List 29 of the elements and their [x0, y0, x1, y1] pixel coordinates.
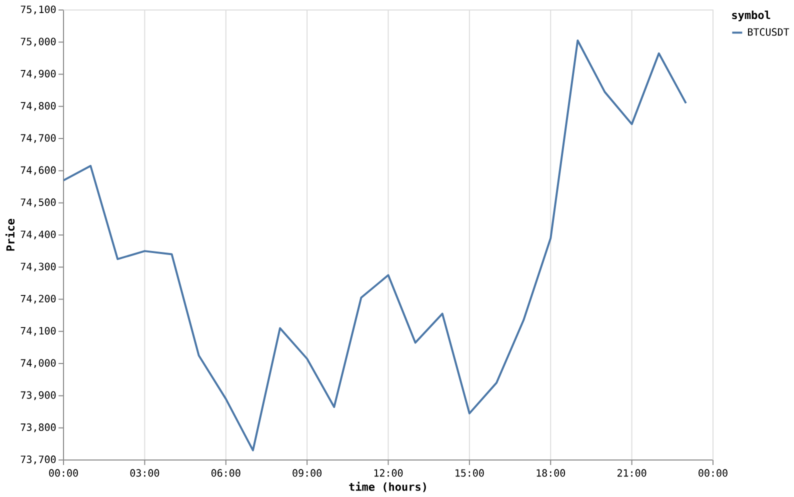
x-tick-label: 06:00 — [211, 469, 240, 477]
y-tick-label: 73,800 — [20, 423, 56, 432]
line-series — [64, 40, 687, 452]
y-tick-label: 74,900 — [20, 70, 56, 79]
x-tick-label: 12:00 — [374, 469, 403, 477]
y-tick-label: 74,800 — [20, 102, 56, 111]
y-tick-label: 73,700 — [20, 456, 56, 464]
x-tick-label: 00:00 — [698, 469, 728, 477]
y-tick-label: 75,000 — [20, 38, 56, 47]
y-tick-label: 74,100 — [20, 326, 56, 336]
y-tick-label: 74,300 — [20, 262, 56, 272]
x-tick-label: 15:00 — [456, 469, 484, 477]
y-tick-label: 74,700 — [20, 134, 56, 143]
x-tick-label: 21:00 — [618, 469, 646, 477]
y-tick-label: 74,400 — [20, 230, 56, 240]
y-tick-label: 74,600 — [20, 166, 56, 176]
x-axis-title: time (hours) — [349, 482, 426, 492]
y-tick-label: 75,100 — [20, 6, 56, 14]
x-tick-label: 09:00 — [292, 469, 322, 477]
x-tick-label: 03:00 — [130, 469, 160, 477]
y-axis-title: Price — [5, 218, 15, 251]
x-tick-label: 00:00 — [49, 469, 78, 477]
y-tick-label: 73,900 — [20, 391, 56, 400]
y-tick-label: 74,200 — [20, 294, 56, 304]
x-tick-label: 18:00 — [536, 469, 566, 477]
legend-label: BTCUSDT — [748, 28, 790, 36]
y-tick-label: 74,500 — [20, 198, 56, 208]
legend-title: symbol — [732, 10, 770, 22]
y-tick-label: 74,000 — [20, 359, 56, 368]
